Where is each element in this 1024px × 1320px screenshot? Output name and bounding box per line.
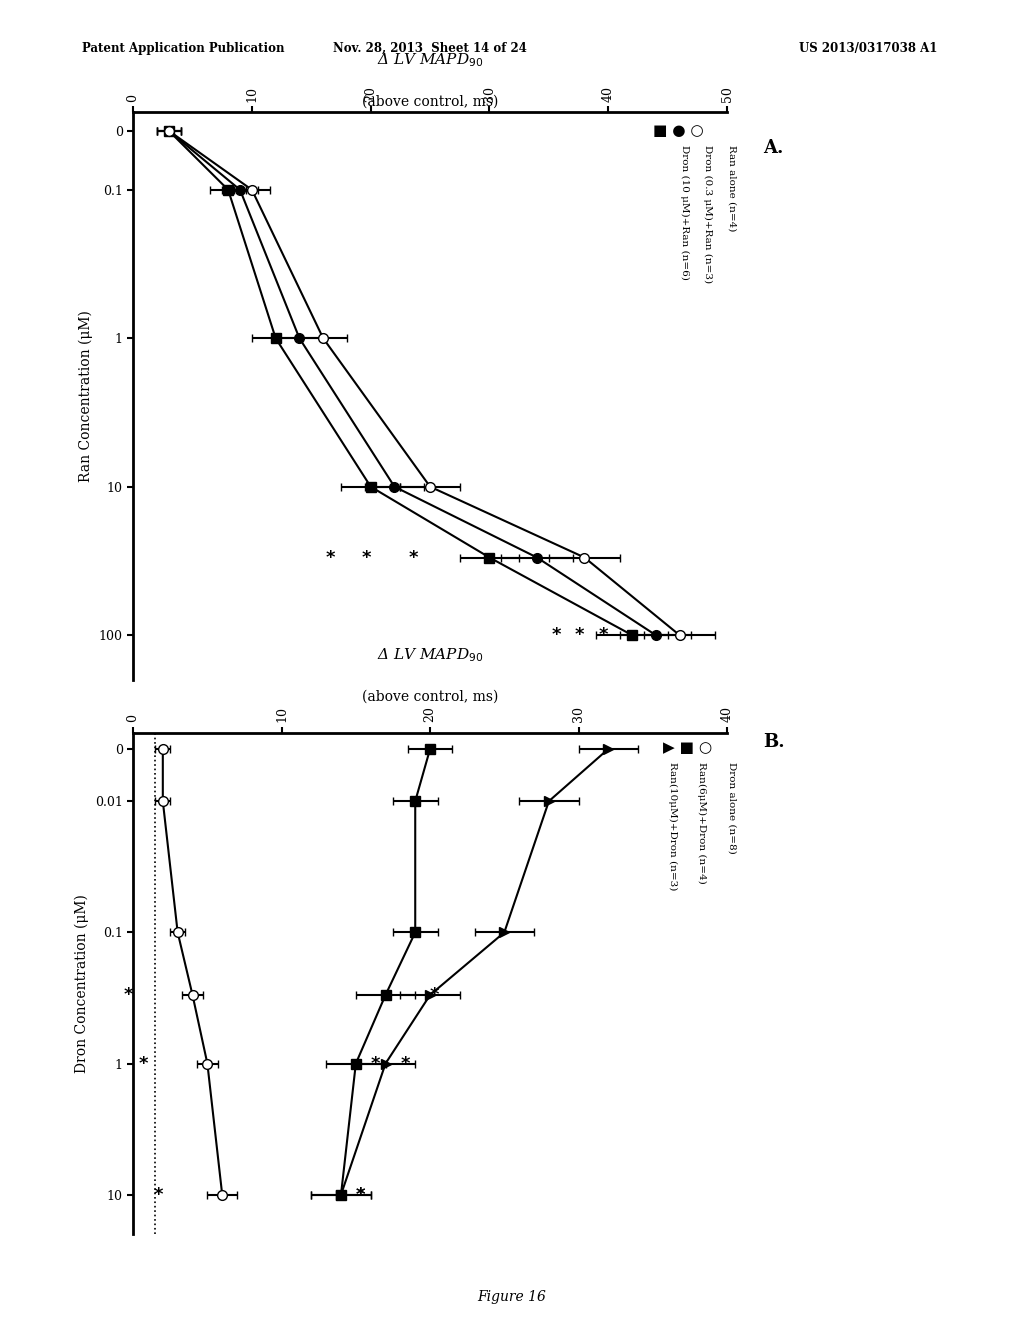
Text: *: * xyxy=(124,986,133,1005)
Text: Ran(10μM)+Dron (n=3): Ran(10μM)+Dron (n=3) xyxy=(668,762,677,890)
Text: *: * xyxy=(356,1185,366,1204)
Text: Figure 16: Figure 16 xyxy=(477,1290,547,1304)
Text: *: * xyxy=(575,626,585,644)
Text: US 2013/0317038 A1: US 2013/0317038 A1 xyxy=(799,42,937,55)
Text: Ran(6μM)+Dron (n=4): Ran(6μM)+Dron (n=4) xyxy=(697,762,707,883)
Text: *: * xyxy=(356,1185,366,1204)
Text: Δ LV MAPD$_{90}$: Δ LV MAPD$_{90}$ xyxy=(377,51,483,69)
Y-axis label: Ran Concentration (μM): Ran Concentration (μM) xyxy=(79,310,93,482)
Text: Patent Application Publication: Patent Application Publication xyxy=(82,42,285,55)
Text: (above control, ms): (above control, ms) xyxy=(361,689,499,704)
Text: B.: B. xyxy=(763,733,784,751)
Y-axis label: Dron Concentration (μM): Dron Concentration (μM) xyxy=(75,894,89,1073)
Text: Dron alone (n=8): Dron alone (n=8) xyxy=(727,762,736,854)
Text: ▶ ■ ○: ▶ ■ ○ xyxy=(664,742,713,755)
Text: *: * xyxy=(138,1055,148,1073)
Text: *: * xyxy=(409,549,418,566)
Text: Δ LV MAPD$_{90}$: Δ LV MAPD$_{90}$ xyxy=(377,647,483,664)
Text: A.: A. xyxy=(763,139,783,157)
Text: *: * xyxy=(400,1055,410,1073)
Text: *: * xyxy=(551,626,561,644)
Text: Ran alone (n=4): Ran alone (n=4) xyxy=(727,145,736,231)
Text: *: * xyxy=(361,549,371,566)
Text: *: * xyxy=(599,626,608,644)
Text: Nov. 28, 2013  Sheet 14 of 24: Nov. 28, 2013 Sheet 14 of 24 xyxy=(333,42,527,55)
Text: ■ ● ○: ■ ● ○ xyxy=(652,124,703,139)
Text: *: * xyxy=(430,986,439,1005)
Text: *: * xyxy=(326,549,335,566)
Text: Dron (10 μM)+Ran (n=6): Dron (10 μM)+Ran (n=6) xyxy=(680,145,689,280)
Text: Dron (0.3 μM)+Ran (n=3): Dron (0.3 μM)+Ran (n=3) xyxy=(703,145,713,284)
Text: (above control, ms): (above control, ms) xyxy=(361,94,499,108)
Text: *: * xyxy=(154,1185,163,1204)
Text: *: * xyxy=(371,1055,380,1073)
